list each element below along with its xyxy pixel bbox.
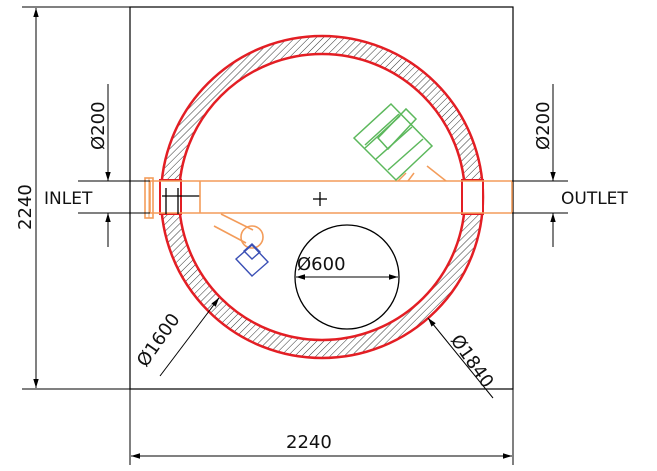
inlet-bracket — [162, 188, 200, 214]
outlet-label: OUTLET — [561, 189, 628, 209]
tank-wall-hatched-ring — [161, 36, 483, 358]
branch-pipe — [213, 213, 264, 249]
inner-diameter-leader — [159, 297, 220, 377]
valve-box — [234, 243, 270, 277]
inner-diameter-label: Ø1600 — [133, 310, 185, 371]
center-mark — [313, 192, 327, 206]
filter-unit — [352, 102, 434, 182]
inlet-pipe-diameter-label: Ø200 — [88, 101, 109, 150]
height-dimension-label: 2240 — [15, 184, 36, 230]
outer-diameter-label: Ø1840 — [446, 331, 498, 392]
outlet-pipe-diameter-label: Ø200 — [533, 101, 554, 150]
outer-diameter-leader — [427, 317, 494, 399]
inlet-label: INLET — [44, 189, 93, 209]
outlet-wall-opening — [461, 179, 484, 215]
inlet-wall-opening — [159, 179, 182, 215]
width-dimension-label: 2240 — [286, 432, 332, 453]
manhole-diameter-label: Ø600 — [297, 254, 346, 275]
manhole-circle — [294, 224, 400, 330]
main-pipe — [149, 180, 513, 214]
filter-connector — [397, 165, 447, 182]
tank-outline-square — [129, 6, 514, 390]
tank-inner-circle — [177, 52, 467, 342]
